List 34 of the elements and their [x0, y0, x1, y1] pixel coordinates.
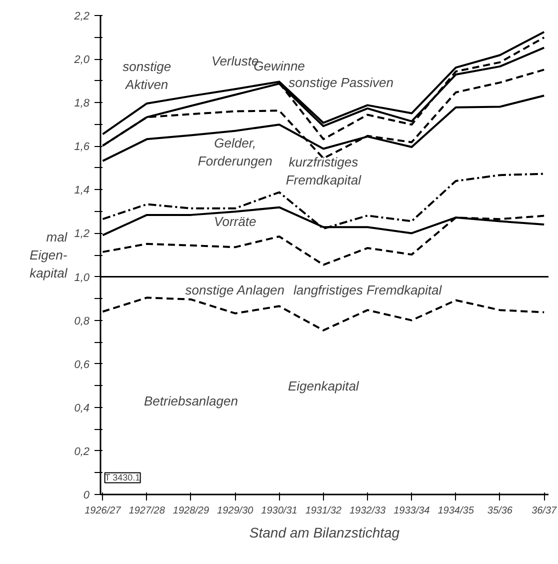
y-tick-label: 1,8: [74, 98, 90, 110]
annotation: Gelder, Forderungen: [198, 136, 272, 169]
y-tick-label: 1,2: [74, 228, 90, 240]
y-tick-label: 1,0: [74, 272, 90, 284]
y-tick-label: 0,6: [74, 358, 90, 371]
x-tick-label: 1928/29: [172, 506, 210, 516]
y-tick-label: 0: [83, 490, 90, 502]
annotation: Eigenkapital: [288, 378, 360, 394]
x-tick-label: 1932/33: [349, 506, 386, 516]
annotation: sonstige Passiven: [288, 75, 394, 90]
x-tick-label: 1927/28: [128, 506, 166, 516]
y-axis-title: mal Eigen- kapital: [30, 230, 68, 280]
annotation: sonstige Aktiven: [122, 58, 172, 92]
y-tick-label: 1,6: [74, 141, 90, 154]
annotation: sonstige Anlagen: [185, 282, 285, 298]
annotation: Vorräte: [214, 214, 256, 229]
x-tick-label: 1931/32: [305, 506, 342, 516]
y-tick-label: 1,4: [74, 184, 90, 197]
x-tick-label: 1929/30: [217, 506, 254, 516]
y-tick-label: 0,2: [74, 446, 90, 458]
x-tick-label: 36/37: [532, 506, 558, 516]
x-tick-label: 35/36: [487, 506, 513, 516]
y-tick-label: 0,4: [74, 402, 90, 414]
y-tick-label: 2,2: [73, 10, 90, 22]
x-axis-title: Stand am Bilanzstichtag: [249, 524, 400, 540]
x-tick-label: 1930/31: [261, 506, 298, 516]
y-tick-label: 2,0: [73, 54, 90, 66]
x-tick-label: 1926/27: [84, 506, 122, 516]
x-tick-label: 1934/35: [438, 506, 474, 516]
x-tick-label: 1933/34: [394, 506, 430, 516]
y-tick-label: 0,8: [74, 315, 90, 328]
annotation: langfristiges Fremdkapital: [293, 282, 443, 298]
annotation: kurzfristiges Fremdkapital: [286, 154, 362, 188]
annotation: Betriebsanlagen: [144, 394, 238, 409]
